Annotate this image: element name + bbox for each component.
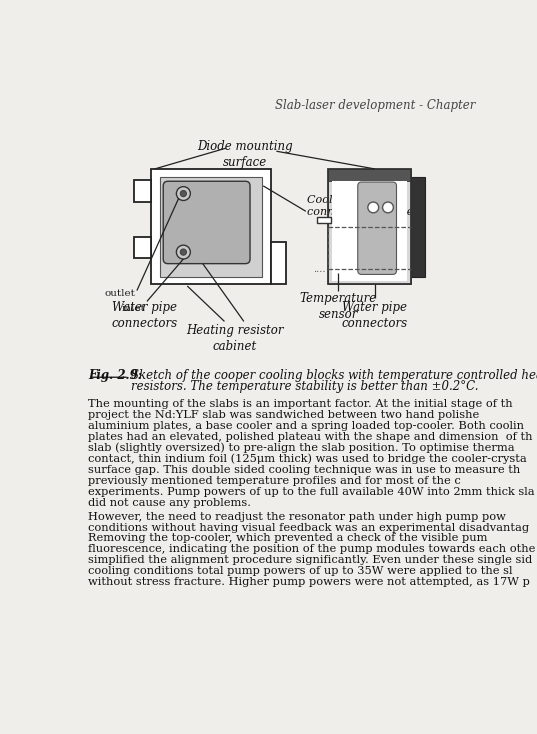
FancyBboxPatch shape (163, 181, 250, 264)
Text: contact, thin indium foil (125μm thick) was used to bridge the cooler-crysta: contact, thin indium foil (125μm thick) … (88, 454, 527, 465)
Circle shape (382, 202, 394, 213)
Text: plates had an elevated, polished plateau with the shape and dimension  of th: plates had an elevated, polished plateau… (88, 432, 533, 442)
Text: ....: .... (314, 264, 326, 274)
Text: surface gap. This double sided cooling technique was in use to measure th: surface gap. This double sided cooling t… (88, 465, 520, 475)
Text: However, the need to readjust the resonator path under high pump pow: However, the need to readjust the resona… (88, 512, 506, 522)
Bar (332, 181, 408, 281)
Text: Slab-laser development - Chapter: Slab-laser development - Chapter (275, 99, 476, 112)
Text: inlet: inlet (122, 304, 146, 313)
Circle shape (176, 245, 190, 259)
Text: outlet: outlet (105, 289, 135, 298)
Bar (271, 242, 286, 285)
Bar (151, 169, 271, 285)
Bar (328, 169, 411, 181)
Text: Fig. 2.9:: Fig. 2.9: (88, 369, 142, 382)
Text: resistors. The temperature stability is better than ±0.2°C.: resistors. The temperature stability is … (132, 380, 479, 393)
Bar (134, 181, 151, 202)
Circle shape (176, 186, 190, 200)
Text: Cooling water
connection channel: Cooling water connection channel (307, 195, 417, 217)
Text: Diode mounting
surface: Diode mounting surface (198, 140, 293, 170)
Text: conditions without having visual feedback was an experimental disadvantag: conditions without having visual feedbac… (88, 523, 529, 532)
Circle shape (180, 249, 186, 255)
Bar (332, 181, 408, 281)
Text: Water pipe
connectors: Water pipe connectors (342, 302, 408, 330)
Text: Water pipe
connectors: Water pipe connectors (112, 302, 178, 330)
Text: slab (slightly oversized) to pre-align the slab position. To optimise therma: slab (slightly oversized) to pre-align t… (88, 443, 514, 454)
Text: experiments. Pump powers of up to the full available 40W into 2mm thick sla: experiments. Pump powers of up to the fu… (88, 487, 535, 497)
FancyBboxPatch shape (358, 182, 396, 275)
Bar (160, 177, 262, 277)
Text: aluminium plates, a base cooler and a spring loaded top-cooler. Both coolin: aluminium plates, a base cooler and a sp… (88, 421, 524, 431)
Text: Heating resistor
cabinet: Heating resistor cabinet (186, 324, 284, 354)
Text: cooling conditions total pump powers of up to 35W were applied to the sl: cooling conditions total pump powers of … (88, 566, 512, 576)
Text: simplified the alignment procedure significantly. Even under these single sid: simplified the alignment procedure signi… (88, 556, 532, 565)
Circle shape (368, 202, 379, 213)
Text: Sketch of the cooper cooling blocks with temperature controlled heating: Sketch of the cooper cooling blocks with… (132, 369, 537, 382)
Bar (328, 169, 411, 285)
Text: The mounting of the slabs is an important factor. At the initial stage of th: The mounting of the slabs is an importan… (88, 399, 513, 409)
Text: previously mentioned temperature profiles and for most of the c: previously mentioned temperature profile… (88, 476, 461, 486)
Circle shape (180, 191, 186, 197)
Bar (411, 177, 425, 277)
Text: did not cause any problems.: did not cause any problems. (88, 498, 251, 508)
Text: Temperature
sensor: Temperature sensor (300, 292, 377, 321)
Text: without stress fracture. Higher pump powers were not attempted, as 17W p: without stress fracture. Higher pump pow… (88, 577, 530, 587)
Text: project the Nd:YLF slab was sandwiched between two hand polishe: project the Nd:YLF slab was sandwiched b… (88, 410, 480, 420)
Bar (134, 236, 151, 258)
Bar (328, 169, 411, 285)
Bar (317, 217, 331, 223)
Text: fluorescence, indicating the position of the pump modules towards each othe: fluorescence, indicating the position of… (88, 545, 535, 554)
Text: Removing the top-cooler, which prevented a check of the visible pum: Removing the top-cooler, which prevented… (88, 534, 488, 543)
